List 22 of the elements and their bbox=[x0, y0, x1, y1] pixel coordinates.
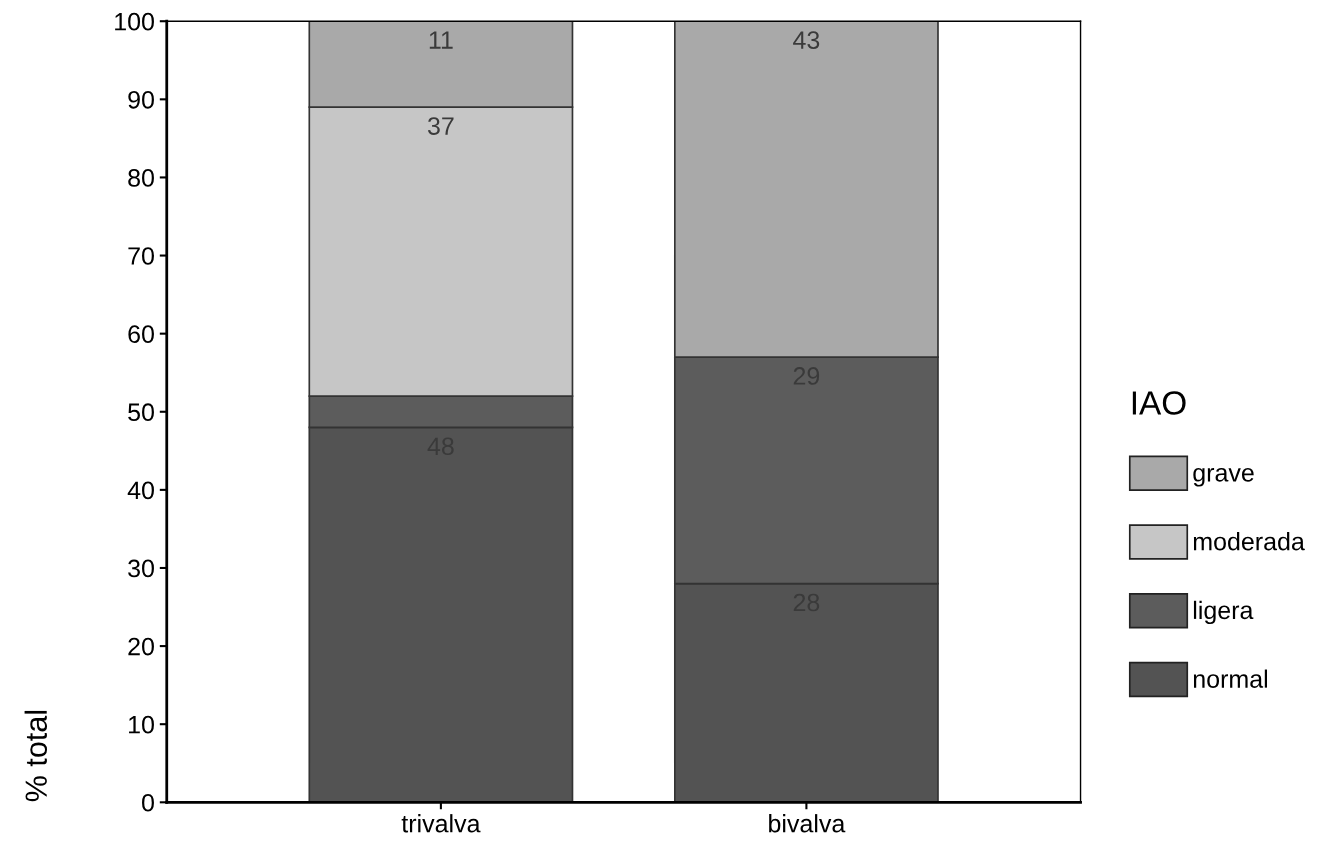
y-tick-label: 50 bbox=[128, 403, 154, 422]
legend-label: normal bbox=[1193, 669, 1268, 688]
data-label: 11 bbox=[429, 31, 453, 49]
y-tick-label: 0 bbox=[142, 793, 154, 812]
y-tick-label: 80 bbox=[128, 169, 154, 187]
y-tick-label: 60 bbox=[128, 325, 154, 343]
legend-label: moderada bbox=[1193, 532, 1305, 551]
legend-label: grave bbox=[1193, 467, 1254, 487]
x-tick-label: trivalva bbox=[401, 814, 481, 833]
data-label: 43 bbox=[793, 31, 820, 49]
legend-label: ligera bbox=[1193, 600, 1254, 625]
y-tick-label: 10 bbox=[129, 715, 154, 734]
y-tick-label: 90 bbox=[128, 90, 154, 109]
data-label: 37 bbox=[427, 117, 454, 135]
y-tick-label: 30 bbox=[128, 559, 154, 578]
y-tick-label: 20 bbox=[128, 637, 154, 656]
y-tick-label: 100 bbox=[115, 12, 154, 31]
legend-title: IAO bbox=[1132, 391, 1186, 415]
y-tick-label: 70 bbox=[128, 247, 154, 265]
y-axis-title: % total bbox=[24, 710, 48, 802]
x-tick-label: bivalva bbox=[769, 814, 846, 833]
y-tick-label: 40 bbox=[127, 481, 154, 500]
